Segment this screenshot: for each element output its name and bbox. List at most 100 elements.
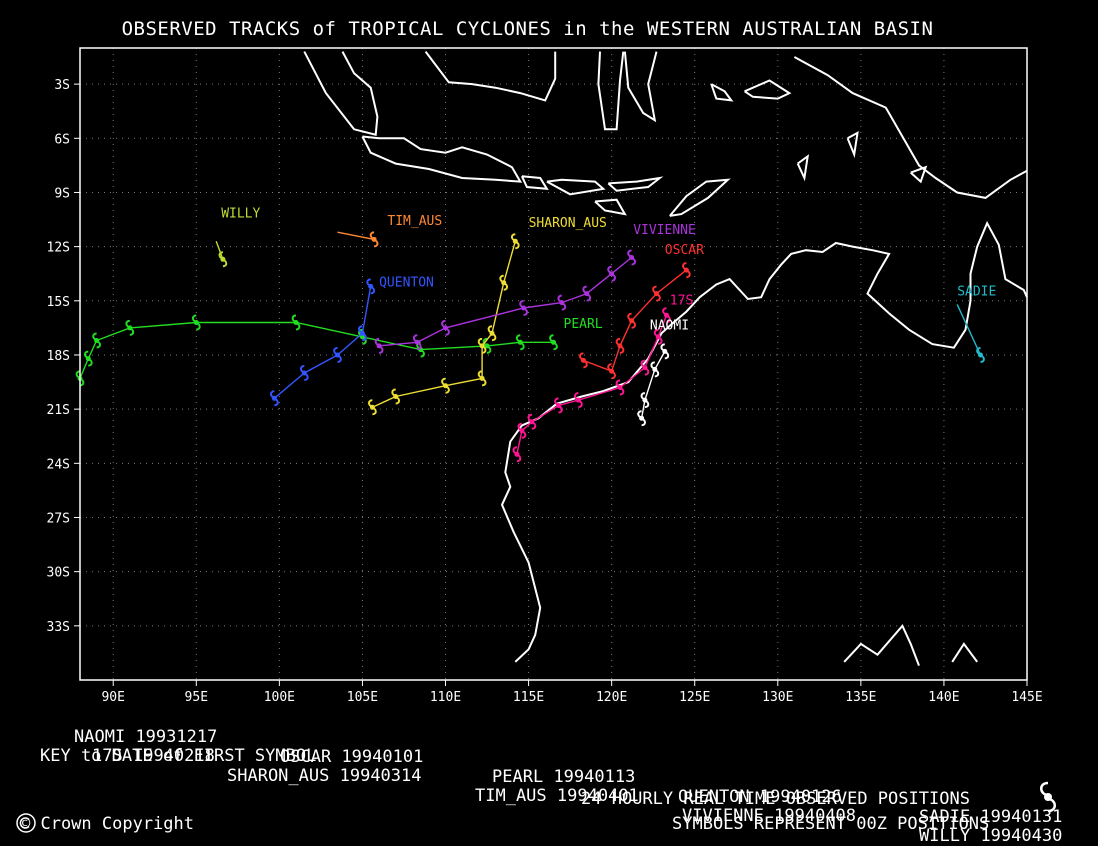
coastline-segment [669,178,731,217]
legend-row-2: 17S 19940218 SHARON_AUS 19940314 TIM_AUS… [74,726,1062,846]
coastline-segment [597,51,625,131]
x-tick-label: 135E [845,690,876,705]
track-17s-position-symbol [527,413,537,430]
track-pearl-position-symbol [92,332,101,349]
track-vivienne-position-symbol [627,249,636,266]
legend-entry-pearl: PEARL 19940113 [492,767,636,787]
track-label-willy: WILLY [221,207,260,222]
coastline-segment [951,642,979,663]
track-oscar-position-symbol [579,352,588,369]
track-sharon-aus-position-symbol [477,337,487,354]
track-willy-position-symbol [218,251,228,268]
coastline-segment [793,56,1028,199]
track-label-sadie: SADIE [957,284,996,299]
track-labels: WILLY TIM_AUS SHARON_AUS VIVIENNE OSCAR QUENT… [221,207,996,334]
track-oscar-position-symbol [615,337,625,354]
track-label-vivienne: VIVIENNE [633,223,696,238]
track-oscar-position-symbol [652,285,661,302]
x-tick-label: 125E [679,690,710,705]
coastline-segment [500,220,1028,663]
track-oscar-position-symbol [607,363,616,380]
legend-entry-vivienne: VIVIENNE 19940408 [682,806,857,826]
y-tick-label: 33S [47,620,70,635]
track-17s-position-symbol [517,422,527,439]
x-tick-label: 90E [101,690,124,705]
x-tick-label: 115E [513,690,544,705]
track-sharon-aus-position-symbol [487,325,497,342]
track-sharon-aus-position-symbol [391,388,401,405]
cyclone-symbol-icon [1040,781,1056,813]
y-tick-label: 6S [54,132,70,147]
track-quenton-position-symbol [366,278,376,295]
y-tick-label: 12S [47,241,70,256]
track-pearl-position-symbol [482,337,492,354]
coastline-segment [607,176,664,192]
track-pearl-position-symbol [291,314,301,331]
track-oscar-position-symbol [682,262,691,279]
track-quenton-position-symbol [333,347,342,363]
y-tick-label: 15S [47,295,70,310]
coastline-segment [303,51,379,136]
y-tick-label: 30S [47,566,70,581]
coastline-segment [594,198,627,216]
track-17s-position-symbol [662,307,671,324]
track-label-sharon-aus: SHARON_AUS [529,216,607,231]
map-axes: 90E 95E 100E 105E 110E 115E 120E 125E 130E 135E 14… [47,78,1043,705]
track-label-17s: 17S [670,293,693,308]
legend-entry-oscar: OSCAR 19940101 [280,747,424,767]
legend-entry-quenton: QUENTON 19940126 [678,787,842,807]
x-tick-label: 140E [928,690,959,705]
legend-entry-17s: 17S 19940218 [92,746,215,766]
legend-entry-sharon-aus: SHARON_AUS 19940314 [227,766,422,786]
copyright-text: © Crown Copyright [20,814,194,834]
track-pearl-position-symbol [83,350,93,367]
y-tick-label: 9S [54,186,70,201]
track-sadie [956,304,982,356]
observed-positions-note: 24 HOURLY REAL TIME OBSERVED POSITIONS [581,789,970,809]
track-sharon-aus-position-symbol [441,377,450,394]
coastline-segment [520,175,549,190]
track-17s-position-symbol [512,446,522,463]
legend-key-text: KEY to DATE of FIRST SYMBOL [40,746,317,766]
track-vivienne-position-symbol [582,285,592,302]
y-tick-label: 27S [47,511,70,526]
cyclone-tracks [75,231,985,463]
track-pearl-position-symbol [125,319,135,336]
track-17s [516,314,668,455]
coastline-segment [796,154,810,182]
x-tick-label: 100E [264,690,295,705]
coastline-segment [843,623,920,666]
track-vivienne-position-symbol [557,294,567,311]
map-title: OBSERVED TRACKS of TROPICAL CYCLONES in … [121,18,934,40]
track-naomi-position-symbol [650,361,660,378]
legend-row-1: NAOMI 19931217 OSCAR 19940101 PEARL 1994… [74,707,1062,827]
track-vivienne-position-symbol [412,334,422,351]
track-sharon-aus-position-symbol [368,399,377,416]
legend-entry-tim-aus: TIM_AUS 19940401 [475,786,639,806]
track-naomi-position-symbol [640,392,650,409]
y-tick-label: 24S [47,457,70,472]
track-vivienne-position-symbol [607,265,616,282]
x-tick-label: 120E [596,690,627,705]
track-sharon-aus [372,241,516,408]
track-naomi-position-symbol [637,410,646,427]
track-17s-position-symbol [574,392,583,409]
track-sadie-position-symbol [976,347,985,363]
track-pearl-position-symbol [358,328,367,345]
legend-entry-sadie: SADIE 19940131 [919,807,1063,827]
track-sharon-aus-position-symbol [477,370,487,387]
track-label-oscar: OSCAR [665,243,704,258]
track-quenton-position-symbol [270,390,279,407]
y-tick-label: 21S [47,403,70,418]
track-naomi-position-symbol [660,343,670,360]
coastline-segment [361,135,523,183]
track-tim-aus-position-symbol [369,231,379,248]
x-tick-label: 145E [1011,690,1042,705]
coastline-segment [623,51,658,123]
coastline-segment [846,131,859,159]
track-vivienne [379,256,633,347]
track-quenton-position-symbol [299,365,309,381]
track-sharon-aus-position-symbol [510,233,520,250]
x-tick-label: 95E [185,690,208,705]
